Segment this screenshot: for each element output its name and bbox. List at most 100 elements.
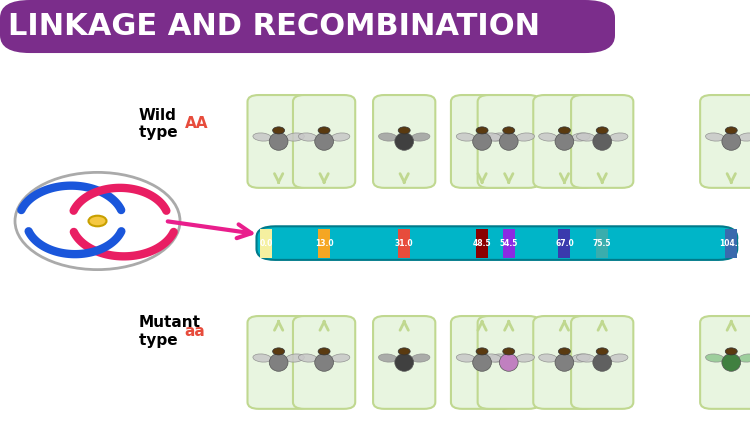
Ellipse shape — [739, 354, 750, 362]
Circle shape — [318, 127, 330, 134]
Text: Mutant
type: Mutant type — [139, 315, 201, 348]
Ellipse shape — [538, 354, 557, 362]
Ellipse shape — [456, 133, 475, 141]
FancyBboxPatch shape — [478, 316, 540, 409]
Ellipse shape — [483, 354, 502, 362]
FancyBboxPatch shape — [533, 95, 596, 188]
Ellipse shape — [269, 133, 288, 150]
Ellipse shape — [286, 133, 304, 141]
Circle shape — [503, 348, 515, 355]
FancyBboxPatch shape — [373, 95, 435, 188]
Ellipse shape — [516, 133, 535, 141]
Ellipse shape — [456, 354, 475, 362]
FancyBboxPatch shape — [503, 229, 515, 258]
Text: 75.5: 75.5 — [593, 239, 611, 248]
Text: 31.0: 31.0 — [395, 239, 413, 248]
Circle shape — [596, 127, 608, 134]
FancyBboxPatch shape — [260, 229, 272, 258]
FancyBboxPatch shape — [256, 226, 737, 260]
Ellipse shape — [555, 133, 574, 150]
FancyBboxPatch shape — [700, 316, 750, 409]
Circle shape — [318, 348, 330, 355]
Ellipse shape — [412, 133, 430, 141]
Text: 0.0: 0.0 — [260, 239, 273, 248]
Ellipse shape — [706, 133, 724, 141]
Ellipse shape — [489, 354, 508, 362]
Text: AA: AA — [184, 116, 208, 131]
Circle shape — [725, 348, 737, 355]
Text: 67.0: 67.0 — [555, 239, 574, 248]
Text: 48.5: 48.5 — [472, 239, 491, 248]
Circle shape — [398, 127, 410, 134]
Circle shape — [398, 348, 410, 355]
Ellipse shape — [379, 354, 397, 362]
Ellipse shape — [298, 354, 316, 362]
FancyBboxPatch shape — [0, 0, 615, 53]
Ellipse shape — [577, 354, 595, 362]
FancyBboxPatch shape — [596, 229, 608, 258]
FancyBboxPatch shape — [248, 316, 310, 409]
Ellipse shape — [610, 354, 628, 362]
Ellipse shape — [572, 133, 590, 141]
Circle shape — [272, 127, 284, 134]
Text: 13.0: 13.0 — [315, 239, 334, 248]
Ellipse shape — [332, 133, 350, 141]
FancyBboxPatch shape — [533, 316, 596, 409]
FancyBboxPatch shape — [725, 229, 737, 258]
Ellipse shape — [489, 133, 508, 141]
Circle shape — [559, 348, 571, 355]
Ellipse shape — [269, 354, 288, 371]
FancyBboxPatch shape — [451, 316, 513, 409]
Ellipse shape — [610, 133, 628, 141]
Text: aa: aa — [184, 324, 206, 339]
FancyBboxPatch shape — [318, 229, 330, 258]
Ellipse shape — [315, 133, 334, 150]
FancyBboxPatch shape — [293, 316, 356, 409]
Ellipse shape — [555, 354, 574, 371]
Circle shape — [725, 127, 737, 134]
Text: LINKAGE AND RECOMBINATION: LINKAGE AND RECOMBINATION — [8, 12, 539, 41]
FancyBboxPatch shape — [478, 95, 540, 188]
Ellipse shape — [706, 354, 724, 362]
FancyBboxPatch shape — [700, 95, 750, 188]
Ellipse shape — [739, 133, 750, 141]
FancyBboxPatch shape — [398, 229, 410, 258]
Circle shape — [559, 127, 571, 134]
FancyBboxPatch shape — [476, 229, 488, 258]
FancyBboxPatch shape — [559, 229, 571, 258]
Circle shape — [476, 127, 488, 134]
FancyBboxPatch shape — [571, 95, 633, 188]
Ellipse shape — [394, 133, 413, 150]
Text: 104.5: 104.5 — [719, 239, 743, 248]
Ellipse shape — [572, 354, 590, 362]
Ellipse shape — [412, 354, 430, 362]
Ellipse shape — [253, 354, 272, 362]
FancyBboxPatch shape — [451, 95, 513, 188]
Ellipse shape — [286, 354, 304, 362]
Circle shape — [88, 216, 106, 226]
Circle shape — [596, 348, 608, 355]
FancyBboxPatch shape — [248, 95, 310, 188]
Ellipse shape — [500, 133, 518, 150]
Text: Wild
type: Wild type — [139, 107, 183, 140]
Ellipse shape — [483, 133, 502, 141]
Ellipse shape — [394, 354, 413, 371]
Ellipse shape — [577, 133, 595, 141]
Ellipse shape — [500, 354, 518, 371]
Ellipse shape — [592, 133, 611, 150]
Ellipse shape — [722, 133, 740, 150]
Ellipse shape — [592, 354, 611, 371]
Ellipse shape — [253, 133, 272, 141]
Circle shape — [476, 348, 488, 355]
Text: 54.5: 54.5 — [500, 239, 518, 248]
FancyBboxPatch shape — [373, 316, 435, 409]
Ellipse shape — [472, 133, 491, 150]
Ellipse shape — [332, 354, 350, 362]
FancyBboxPatch shape — [571, 316, 633, 409]
Circle shape — [272, 348, 284, 355]
Circle shape — [503, 127, 515, 134]
Ellipse shape — [379, 133, 397, 141]
Ellipse shape — [538, 133, 557, 141]
Circle shape — [15, 172, 180, 270]
FancyBboxPatch shape — [293, 95, 356, 188]
